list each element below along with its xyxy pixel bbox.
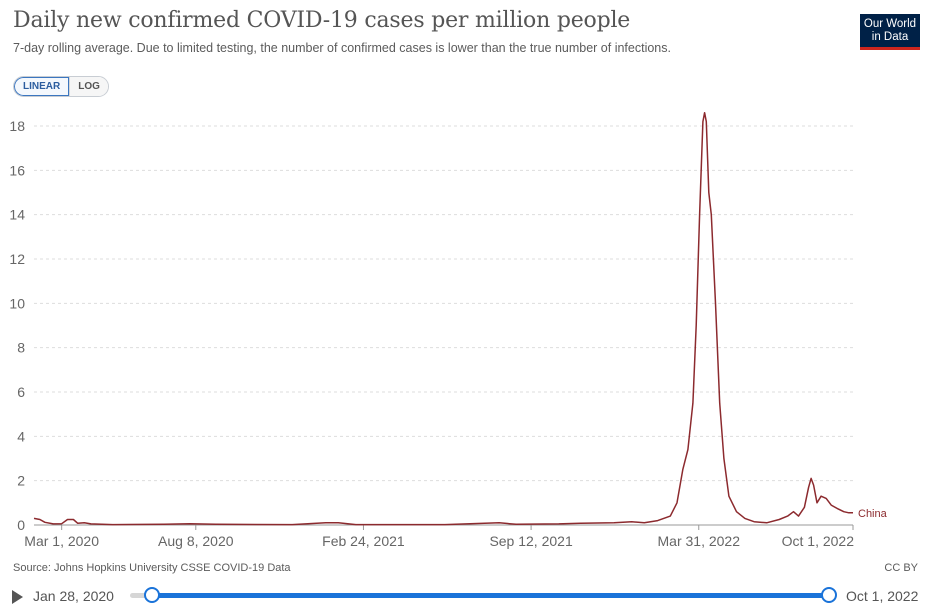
logo-line-1: Our World — [863, 17, 917, 30]
gridlines — [34, 125, 853, 526]
line-chart: 0 2 4 6 8 10 12 14 16 18 Mar 1, 2020 Aug 8, 2020 Fe… — [9, 111, 888, 549]
x-tick-label: Sep 12, 2021 — [489, 533, 573, 549]
timeline-end-handle[interactable] — [821, 587, 837, 603]
y-axis-ticks: 0 2 4 6 8 10 12 14 16 18 — [9, 118, 25, 533]
timeline-start-handle[interactable] — [144, 587, 160, 603]
chart-title: Daily new confirmed COVID-19 cases per m… — [13, 8, 631, 33]
logo-line-2: in Data — [871, 30, 909, 43]
series-layer: China — [33, 111, 888, 526]
timeline-selected-range — [152, 593, 829, 598]
chart-subtitle: 7-day rolling average. Due to limited te… — [13, 41, 671, 55]
y-tick-label: 8 — [17, 340, 25, 356]
y-tick-label: 4 — [17, 428, 25, 444]
owid-logo[interactable]: Our World in Data — [860, 14, 920, 50]
x-tick-label: Oct 1, 2022 — [782, 533, 855, 549]
x-tick-label: Feb 24, 2021 — [322, 533, 405, 549]
x-tick-label: Mar 31, 2022 — [658, 533, 741, 549]
timeline: Jan 28, 2020 Oct 1, 2022 — [0, 584, 928, 608]
x-tick-label: Mar 1, 2020 — [24, 533, 99, 549]
play-icon[interactable] — [12, 590, 23, 604]
scale-toggle: LINEAR LOG — [13, 76, 109, 97]
x-axis-ticks: Mar 1, 2020 Aug 8, 2020 Feb 24, 2021 Sep 12… — [24, 525, 854, 549]
y-tick-label: 16 — [9, 162, 25, 178]
y-tick-label: 0 — [17, 517, 25, 533]
series-line-china[interactable] — [33, 111, 853, 526]
y-tick-label: 18 — [9, 118, 25, 134]
y-tick-label: 6 — [17, 384, 25, 400]
timeline-end-label: Oct 1, 2022 — [846, 588, 919, 604]
y-tick-label: 14 — [9, 207, 25, 223]
license-link[interactable]: CC BY — [884, 562, 918, 574]
timeline-start-label: Jan 28, 2020 — [33, 588, 114, 604]
y-tick-label: 12 — [9, 251, 25, 267]
linear-scale-button[interactable]: LINEAR — [14, 77, 70, 96]
source-note[interactable]: Source: Johns Hopkins University CSSE CO… — [13, 562, 291, 574]
series-label[interactable]: China — [858, 508, 888, 520]
log-scale-button[interactable]: LOG — [69, 77, 108, 96]
y-tick-label: 10 — [9, 295, 25, 311]
y-tick-label: 2 — [17, 473, 25, 489]
x-tick-label: Aug 8, 2020 — [158, 533, 234, 549]
